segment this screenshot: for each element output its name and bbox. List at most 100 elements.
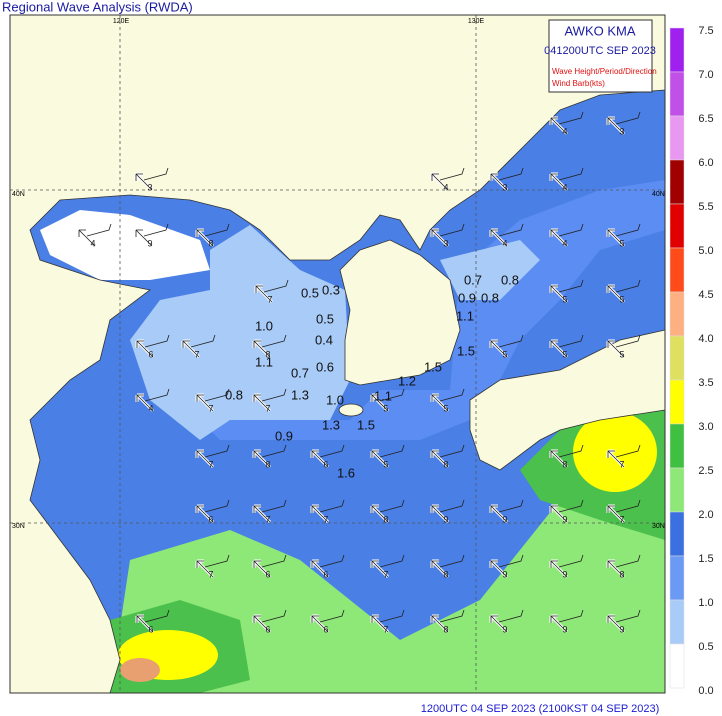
lon-label: 130E <box>468 18 485 25</box>
wind-barb <box>615 554 641 568</box>
wind-barb <box>144 609 170 623</box>
wind-barb <box>144 388 170 402</box>
wave-period: 7 <box>383 569 388 579</box>
wave-period: 8 <box>443 624 448 634</box>
wave-height: 0.8 <box>501 272 519 287</box>
wave-period: 7 <box>208 459 213 469</box>
wave-arrow <box>253 340 271 358</box>
wind-barb <box>439 167 465 181</box>
legend-line: 041200UTC SEP 2023 <box>544 45 656 57</box>
wave-arrow <box>607 450 625 468</box>
wave-arrow <box>431 615 449 633</box>
wave-arrow <box>196 229 214 247</box>
zone-0-0.5 <box>40 210 210 280</box>
wind-barb <box>143 167 169 181</box>
title: Regional Wave Analysis (RWDA) <box>2 0 193 14</box>
wave-period: 6 <box>323 459 328 469</box>
wave-height: 0.8 <box>225 387 243 402</box>
wave-period: 3 <box>443 238 448 248</box>
wave-arrow <box>182 340 200 358</box>
map-frame <box>9 14 666 694</box>
wave-arrow <box>311 505 329 523</box>
wave-arrow <box>607 560 625 578</box>
wave-period: 8 <box>562 459 567 469</box>
wave-period: 5 <box>562 294 567 304</box>
wind-barb <box>261 554 287 568</box>
wave-arrow <box>371 394 389 412</box>
wave-arrow <box>371 505 389 523</box>
wave-height: 0.6 <box>316 359 334 374</box>
wind-barb <box>204 388 230 402</box>
wave-arrow <box>253 560 271 578</box>
wind-barb <box>319 609 345 623</box>
wave-height: 1.0 <box>326 392 344 407</box>
wind-barb <box>615 444 641 458</box>
wave-height: 0.9 <box>275 428 293 443</box>
wave-arrow <box>607 615 625 633</box>
wave-height: 0.7 <box>291 365 309 380</box>
lon-label: 120E <box>113 18 130 25</box>
colorbar-label: 7.0 <box>698 69 713 81</box>
wave-arrow <box>550 505 568 523</box>
wind-barb <box>379 554 405 568</box>
wave-arrow <box>550 615 568 633</box>
wind-barb <box>204 499 230 513</box>
wave-period: 3 <box>502 182 507 192</box>
lat-label: 40N <box>12 191 25 198</box>
wave-arrow <box>490 173 508 191</box>
wind-barb <box>615 223 641 237</box>
land-jeju <box>338 403 364 417</box>
wave-arrow <box>196 450 214 468</box>
lat-label: 40N <box>652 191 665 198</box>
wave-period: 5 <box>619 238 624 248</box>
wave-arrow <box>311 450 329 468</box>
wave-period: 7 <box>208 403 213 413</box>
wave-period: 4 <box>90 238 95 248</box>
wave-arrow <box>196 394 214 412</box>
wave-arrow <box>136 340 154 358</box>
colorbar-swatch <box>669 115 685 161</box>
wave-arrow <box>490 560 508 578</box>
colorbar-label: 1.0 <box>698 597 713 609</box>
wind-barb <box>379 388 405 402</box>
wave-period: 3 <box>147 182 152 192</box>
colorbar-label: 7.5 <box>698 25 713 37</box>
wave-arrow <box>490 505 508 523</box>
colorbar-swatch <box>669 335 685 381</box>
wind-barb <box>558 554 584 568</box>
legend-line: Wind Barb(kts) <box>552 79 605 88</box>
wave-height: 1.1 <box>255 354 273 369</box>
wind-barb <box>379 444 405 458</box>
wave-height: 1.2 <box>398 373 416 388</box>
wave-period: 7 <box>323 514 328 524</box>
wind-barb <box>439 554 465 568</box>
wave-period: 9 <box>619 624 624 634</box>
wave-arrow <box>136 615 154 633</box>
wave-arrow <box>311 560 329 578</box>
wave-height: 1.0 <box>255 318 273 333</box>
wave-arrow <box>607 285 625 303</box>
wave-arrow <box>431 450 449 468</box>
wave-period: 8 <box>265 349 270 359</box>
wave-arrow <box>490 615 508 633</box>
wave-period: 8 <box>265 459 270 469</box>
colorbar-label: 4.0 <box>698 333 713 345</box>
colorbar-swatch <box>669 599 685 645</box>
wave-period: 6 <box>323 624 328 634</box>
wave-arrow <box>78 229 96 247</box>
land-korea <box>339 239 461 386</box>
wind-barb <box>263 279 289 293</box>
wave-period: 6 <box>265 569 270 579</box>
wind-barb <box>86 223 112 237</box>
colorbar-label: 3.0 <box>698 421 713 433</box>
wind-barb <box>558 111 584 125</box>
wind-barb <box>498 499 524 513</box>
colorbar-label: 2.5 <box>698 465 713 477</box>
wind-barb <box>319 554 345 568</box>
colorbar-swatch <box>669 203 685 249</box>
wave-period: 4 <box>562 126 567 136</box>
wave-period: 9 <box>443 514 448 524</box>
wave-arrow <box>607 229 625 247</box>
wave-arrow <box>490 340 508 358</box>
wave-period: 5 <box>383 459 388 469</box>
